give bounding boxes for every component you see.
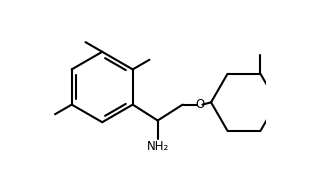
Text: NH₂: NH₂ <box>147 140 169 153</box>
Text: O: O <box>195 98 204 111</box>
